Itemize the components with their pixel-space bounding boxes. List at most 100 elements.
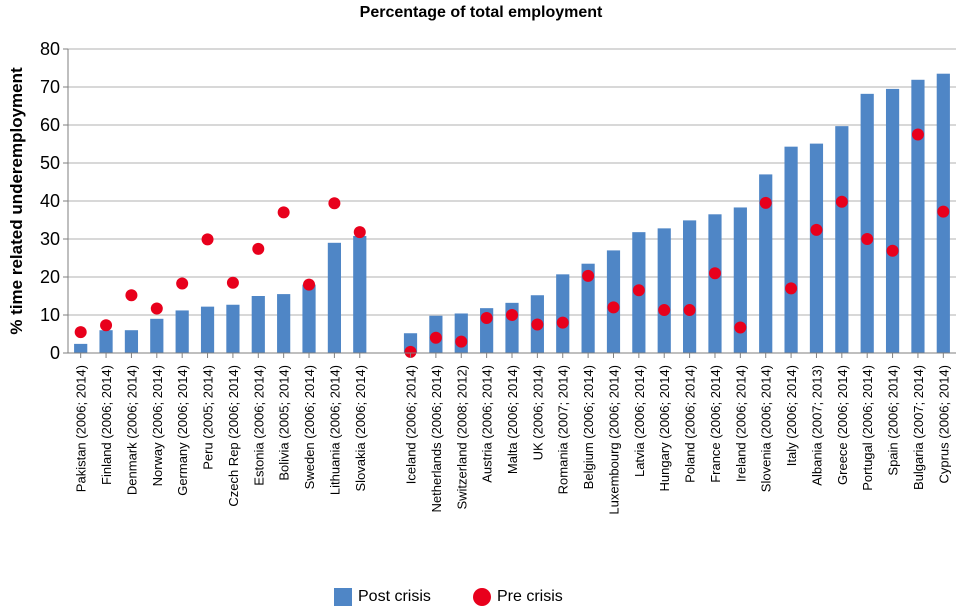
dot-pre-crisis bbox=[176, 277, 189, 290]
y-axis-label: % time related underemployment bbox=[7, 67, 26, 335]
legend-label-post: Post crisis bbox=[358, 588, 431, 605]
bar-post-crisis bbox=[74, 343, 88, 353]
dot-pre-crisis bbox=[683, 304, 696, 317]
dot-pre-crisis bbox=[708, 267, 721, 280]
dot-pre-crisis bbox=[556, 316, 569, 329]
dot-layer bbox=[74, 128, 950, 358]
dot-pre-crisis bbox=[429, 331, 442, 344]
x-tick-label: Germany (2006; 2014) bbox=[175, 365, 190, 496]
legend: Post crisis Pre crisis bbox=[0, 588, 962, 610]
x-tick-label: Finland (2006; 2014) bbox=[99, 365, 114, 485]
y-tick-label: 0 bbox=[50, 343, 60, 363]
x-tick-label: Estonia (2006; 2014) bbox=[251, 365, 266, 486]
x-tick-label: Belgium (2006; 2014) bbox=[581, 365, 596, 489]
dot-pre-crisis bbox=[886, 244, 899, 257]
axis-layer bbox=[63, 48, 956, 358]
x-tick-label: Slovenia (2006; 2014) bbox=[759, 365, 774, 492]
dot-pre-crisis bbox=[911, 128, 924, 141]
x-tick-label: Austria (2006; 2014) bbox=[480, 365, 495, 483]
x-tick-label: Romania (2007; 2014) bbox=[556, 365, 571, 494]
bar-post-crisis bbox=[708, 214, 722, 353]
x-tick-label: Poland (2006; 2014) bbox=[683, 365, 698, 483]
x-tick-label: France (2006; 2014) bbox=[708, 365, 723, 483]
dot-pre-crisis bbox=[277, 206, 290, 219]
label-layer: 0 10 20 30 40 50 60 70 80 % time related underemp… bbox=[7, 39, 951, 515]
dot-pre-crisis bbox=[303, 278, 316, 291]
dot-pre-crisis bbox=[100, 319, 113, 332]
legend-item-post: Post crisis bbox=[334, 588, 431, 606]
y-tick-label: 40 bbox=[40, 191, 60, 211]
dot-pre-crisis bbox=[404, 345, 417, 358]
legend-swatch-pre bbox=[473, 588, 491, 606]
dot-pre-crisis bbox=[252, 242, 265, 255]
x-tick-label: Slovakia (2006; 2014) bbox=[353, 365, 368, 491]
bar-post-crisis bbox=[911, 79, 925, 353]
dot-pre-crisis bbox=[226, 276, 239, 289]
dot-pre-crisis bbox=[810, 223, 823, 236]
dot-pre-crisis bbox=[658, 304, 671, 317]
dot-pre-crisis bbox=[480, 312, 493, 325]
dot-pre-crisis bbox=[582, 269, 595, 282]
x-tick-label: Albania (2007; 2013) bbox=[809, 365, 824, 486]
x-tick-label: Spain (2006; 2014) bbox=[886, 365, 901, 476]
bar-post-crisis bbox=[200, 306, 215, 353]
bar-post-crisis bbox=[556, 274, 570, 353]
bar-post-crisis bbox=[809, 143, 824, 353]
x-tick-label: Norway (2006; 2014) bbox=[150, 365, 165, 486]
y-tick-label: 70 bbox=[40, 77, 60, 97]
dot-pre-crisis bbox=[201, 233, 214, 246]
x-tick-label: Malta (2006; 2014) bbox=[505, 365, 520, 474]
x-tick-label: Latvia (2006; 2014) bbox=[632, 365, 647, 477]
bar-post-crisis bbox=[327, 242, 341, 353]
bar-post-crisis bbox=[885, 88, 900, 354]
legend-item-pre: Pre crisis bbox=[473, 588, 563, 606]
x-tick-label: Portugal (2006; 2014) bbox=[860, 365, 875, 491]
bar-post-crisis bbox=[860, 93, 874, 353]
bar-post-crisis bbox=[302, 284, 316, 353]
dot-pre-crisis bbox=[785, 282, 798, 295]
y-tick-label: 80 bbox=[40, 39, 60, 59]
bar-post-crisis bbox=[683, 220, 697, 353]
x-tick-label: Peru (2005; 2014) bbox=[201, 365, 216, 470]
dot-pre-crisis bbox=[835, 195, 848, 208]
y-tick-label: 60 bbox=[40, 115, 60, 135]
bar-post-crisis bbox=[733, 207, 747, 353]
x-tick-label: Sweden (2006; 2014) bbox=[302, 365, 317, 489]
x-tick-label: UK (2006; 2014) bbox=[530, 365, 545, 460]
bar-post-crisis bbox=[251, 296, 265, 353]
x-tick-label: Lithuania (2006; 2014) bbox=[327, 365, 342, 495]
chart: 0 10 20 30 40 50 60 70 80 % time related underemp… bbox=[7, 39, 956, 515]
x-tick-label: Bulgaria (2007; 2014) bbox=[911, 365, 926, 490]
x-tick-label: Pakistan (2006; 2014) bbox=[74, 365, 89, 492]
dot-pre-crisis bbox=[328, 197, 341, 210]
dot-pre-crisis bbox=[607, 301, 620, 314]
x-tick-label: Italy (2006; 2014) bbox=[784, 365, 799, 466]
bar-post-crisis bbox=[124, 330, 139, 353]
bar-post-crisis bbox=[835, 126, 849, 353]
dot-pre-crisis bbox=[759, 196, 772, 209]
x-tick-label: Czech Rep (2006; 2014) bbox=[226, 365, 241, 507]
bar-post-crisis bbox=[277, 294, 291, 353]
bar-post-crisis bbox=[581, 263, 595, 353]
x-tick-label: Bolivia (2005; 2014) bbox=[277, 365, 292, 481]
x-tick-label: Ireland (2006; 2014) bbox=[733, 365, 748, 482]
y-tick-label: 50 bbox=[40, 153, 60, 173]
legend-swatch-post bbox=[334, 588, 352, 606]
dot-pre-crisis bbox=[506, 309, 518, 321]
dot-pre-crisis bbox=[531, 318, 544, 331]
x-tick-label: Cyprus (2006; 2014) bbox=[936, 365, 951, 484]
bar-post-crisis bbox=[657, 228, 671, 353]
x-tick-label: Denmark (2006; 2014) bbox=[124, 365, 139, 495]
bar-post-crisis bbox=[784, 146, 798, 353]
bar-post-crisis bbox=[150, 318, 164, 353]
bar-post-crisis bbox=[353, 235, 367, 353]
x-tick-label: Iceland (2006; 2014) bbox=[404, 365, 419, 484]
x-tick-label: Switzerland (2008; 2012) bbox=[454, 365, 469, 510]
x-tick-label: Greece (2006; 2014) bbox=[835, 365, 850, 485]
chart-title: Percentage of total employment bbox=[359, 4, 603, 21]
dot-pre-crisis bbox=[861, 233, 874, 245]
x-tick-label: Luxembourg (2006; 2014) bbox=[606, 365, 621, 515]
bar-post-crisis bbox=[99, 330, 113, 353]
bar-post-crisis bbox=[759, 174, 773, 353]
dot-pre-crisis bbox=[734, 321, 747, 334]
